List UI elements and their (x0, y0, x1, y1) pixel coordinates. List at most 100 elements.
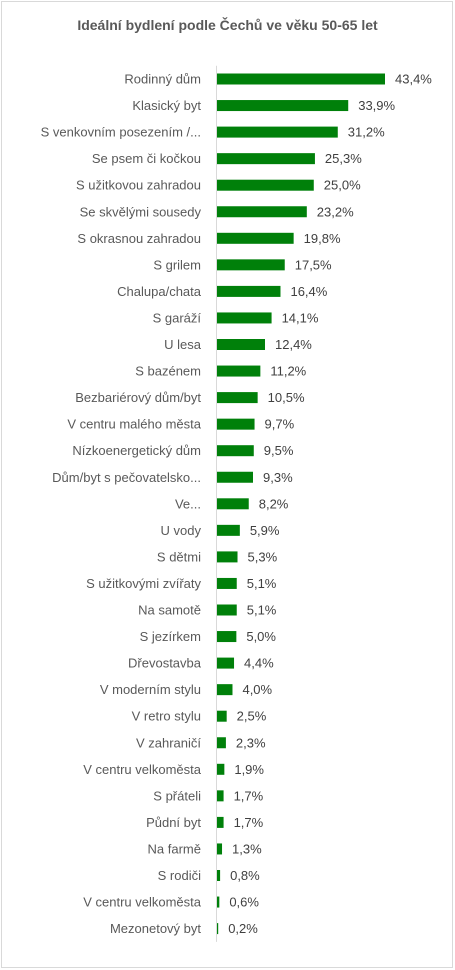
category-label: S dětmi (157, 549, 201, 564)
bar (217, 445, 254, 457)
category-label: V centru velkoměsta (83, 895, 202, 910)
data-label: 9,3% (263, 470, 293, 485)
category-label: Chalupa/chata (117, 284, 202, 299)
category-label: Klasický byt (132, 98, 201, 113)
data-label: 9,7% (265, 417, 295, 432)
category-label: S grilem (153, 257, 201, 272)
data-label: 0,2% (228, 921, 258, 936)
category-label: Nízkoenergetický dům (72, 443, 201, 458)
data-label: 0,6% (229, 895, 259, 910)
category-label: S užitkovými zvířaty (86, 576, 201, 591)
data-label: 33,9% (358, 98, 395, 113)
data-label: 16,4% (290, 284, 327, 299)
category-label: S bazénem (135, 364, 201, 379)
category-label: Na farmě (148, 841, 201, 856)
data-label: 2,5% (237, 709, 267, 724)
bar (217, 285, 281, 297)
data-label: 5,1% (247, 576, 277, 591)
category-label: Na samotě (138, 603, 201, 618)
category-label: S garáží (153, 310, 202, 325)
bar (217, 153, 315, 165)
data-label: 1,7% (234, 788, 264, 803)
data-label: 5,1% (247, 603, 277, 618)
data-label: 5,0% (246, 629, 276, 644)
bar (217, 870, 221, 881)
bar (217, 551, 238, 563)
bar (217, 843, 223, 855)
data-label: 8,2% (259, 496, 289, 511)
category-label: Bezbariérový dům/byt (75, 390, 201, 405)
bar (217, 923, 219, 935)
bar (217, 126, 338, 138)
category-label: Půdní byt (146, 815, 201, 830)
data-label: 43,4% (395, 72, 432, 87)
bar (217, 418, 255, 430)
bar (217, 657, 235, 669)
bar (217, 604, 237, 616)
bar (217, 73, 385, 85)
category-label: Se psem či kočkou (92, 151, 201, 166)
bar (217, 684, 233, 696)
data-label: 25,3% (325, 151, 362, 166)
category-label: S venkovním posezením /... (41, 125, 201, 140)
category-label: S okrasnou zahradou (77, 231, 201, 246)
category-label: V moderním stylu (100, 682, 201, 697)
data-label: 14,1% (282, 310, 319, 325)
data-label: 2,3% (236, 735, 266, 750)
bar (217, 710, 227, 722)
data-label: 4,4% (244, 656, 274, 671)
bar (217, 498, 249, 510)
category-label: Rodinný dům (124, 72, 201, 87)
data-label: 0,8% (230, 868, 260, 883)
bar (217, 339, 265, 350)
category-label: U vody (161, 523, 202, 538)
data-label: 5,9% (250, 523, 280, 538)
chart-title: Ideální bydlení podle Čechů ve věku 50-6… (77, 17, 378, 33)
category-label: S užitkovou zahradou (76, 178, 201, 193)
data-label: 17,5% (295, 257, 332, 272)
bar (217, 737, 226, 749)
category-label: S přáteli (153, 788, 201, 803)
category-label: Ve... (175, 496, 201, 511)
data-label: 1,9% (234, 762, 264, 777)
bar (217, 763, 225, 775)
data-label: 1,7% (234, 815, 264, 830)
data-label: 5,3% (248, 549, 278, 564)
bar (217, 631, 237, 643)
category-label: Mezonetový byt (110, 921, 201, 936)
bar (217, 896, 220, 908)
category-label: Se skvělými sousedy (80, 204, 202, 219)
bar (217, 179, 314, 191)
data-label: 23,2% (317, 204, 354, 219)
category-label: V centru velkoměsta (83, 762, 202, 777)
bar (217, 365, 261, 377)
data-label: 12,4% (275, 337, 312, 352)
data-label: 25,0% (324, 178, 361, 193)
category-label: V retro stylu (132, 709, 201, 724)
bar (217, 100, 349, 112)
category-label: V zahraničí (136, 735, 201, 750)
data-label: 10,5% (268, 390, 305, 405)
category-label: Dřevostavba (128, 656, 202, 671)
bar (217, 524, 240, 536)
bar (217, 206, 307, 218)
data-label: 4,0% (242, 682, 272, 697)
bar (217, 259, 285, 271)
category-label: Dům/byt s pečovatelsko... (52, 470, 201, 485)
bar (217, 790, 224, 802)
bar (217, 312, 272, 324)
bar (217, 232, 294, 244)
bar (217, 471, 253, 483)
bar (217, 816, 224, 828)
bar (217, 577, 237, 589)
category-label: U lesa (164, 337, 202, 352)
category-label: S rodiči (158, 868, 201, 883)
bar (217, 392, 258, 404)
data-label: 31,2% (348, 125, 385, 140)
category-label: V centru malého města (67, 417, 201, 432)
data-label: 9,5% (264, 443, 294, 458)
data-label: 1,3% (232, 841, 262, 856)
category-label: S jezírkem (140, 629, 201, 644)
data-label: 11,2% (270, 364, 306, 379)
